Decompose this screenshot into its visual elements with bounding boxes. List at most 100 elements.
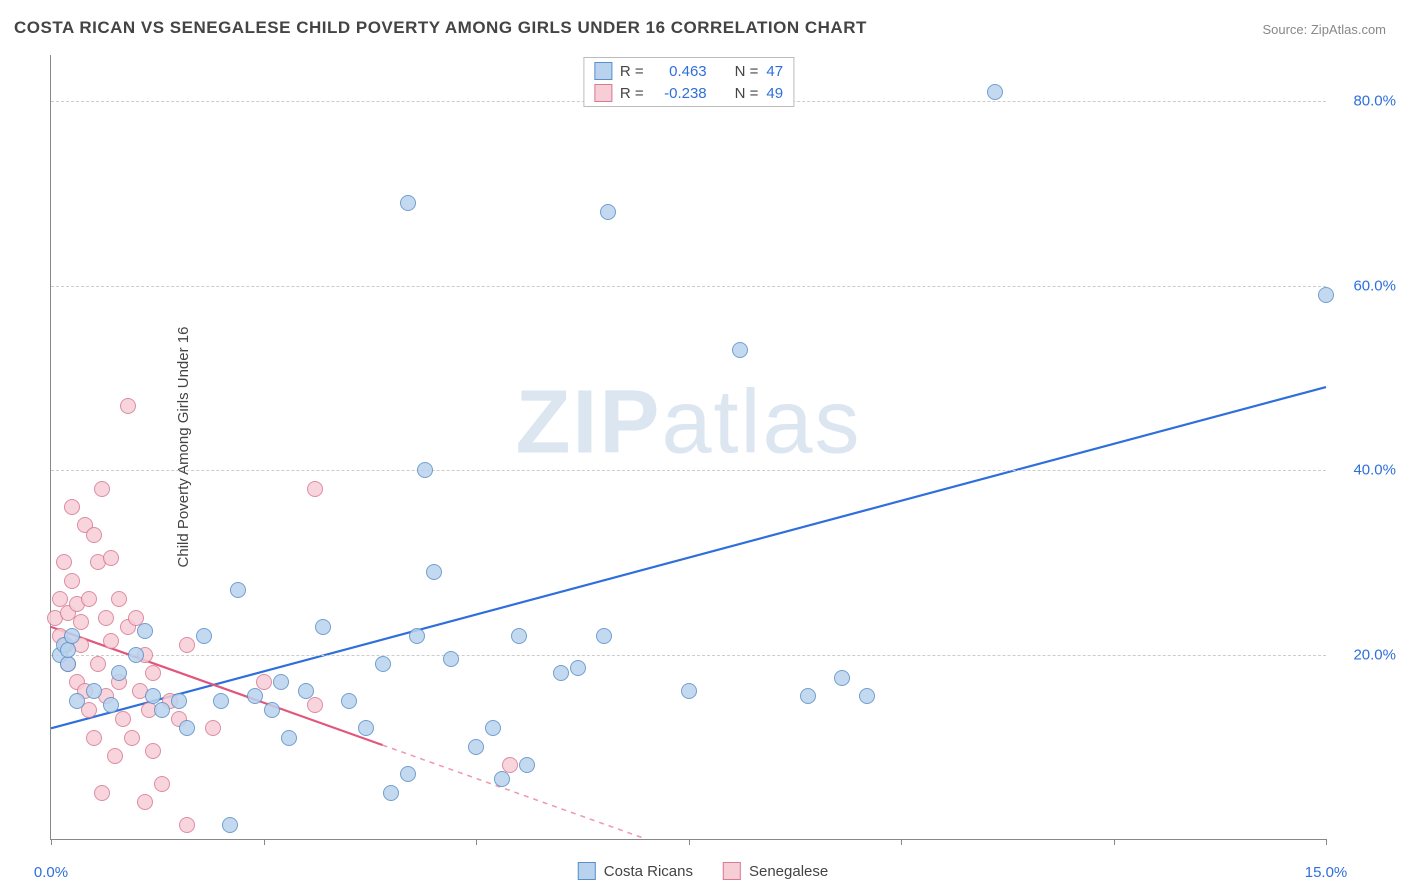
- scatter-point: [732, 342, 748, 358]
- scatter-point: [103, 550, 119, 566]
- scatter-point: [120, 398, 136, 414]
- scatter-point: [519, 757, 535, 773]
- legend-series-item: Senegalese: [723, 862, 828, 880]
- x-tick: [51, 839, 52, 845]
- x-tick: [264, 839, 265, 845]
- legend-row: R =-0.238N =49: [584, 82, 793, 104]
- legend-swatch: [594, 84, 612, 102]
- scatter-point: [205, 720, 221, 736]
- n-value: 47: [766, 63, 783, 80]
- scatter-point: [145, 665, 161, 681]
- scatter-point: [154, 702, 170, 718]
- scatter-point: [443, 651, 459, 667]
- scatter-point: [145, 743, 161, 759]
- gridline-h: [51, 470, 1326, 471]
- legend-swatch: [578, 862, 596, 880]
- scatter-point: [81, 591, 97, 607]
- scatter-point: [69, 693, 85, 709]
- scatter-point: [358, 720, 374, 736]
- legend-correlation: R =0.463N =47R =-0.238N =49: [583, 57, 794, 107]
- scatter-point: [987, 84, 1003, 100]
- scatter-point: [124, 730, 140, 746]
- scatter-point: [230, 582, 246, 598]
- scatter-point: [247, 688, 263, 704]
- scatter-point: [64, 628, 80, 644]
- x-tick: [476, 839, 477, 845]
- scatter-point: [222, 817, 238, 833]
- scatter-point: [60, 656, 76, 672]
- scatter-point: [179, 720, 195, 736]
- r-label: R =: [620, 85, 644, 102]
- scatter-point: [213, 693, 229, 709]
- scatter-point: [485, 720, 501, 736]
- scatter-point: [103, 633, 119, 649]
- scatter-point: [307, 481, 323, 497]
- scatter-point: [681, 683, 697, 699]
- scatter-point: [107, 748, 123, 764]
- scatter-point: [383, 785, 399, 801]
- legend-series-label: Costa Ricans: [604, 863, 693, 880]
- scatter-point: [273, 674, 289, 690]
- scatter-point: [834, 670, 850, 686]
- legend-bottom: Costa Ricans Senegalese: [578, 862, 828, 880]
- x-tick-label: 15.0%: [1305, 864, 1348, 881]
- scatter-point: [111, 665, 127, 681]
- scatter-point: [111, 591, 127, 607]
- legend-swatch: [723, 862, 741, 880]
- scatter-point: [86, 683, 102, 699]
- scatter-point: [375, 656, 391, 672]
- scatter-point: [154, 776, 170, 792]
- scatter-point: [400, 766, 416, 782]
- n-value: 49: [766, 85, 783, 102]
- scatter-point: [307, 697, 323, 713]
- scatter-point: [86, 730, 102, 746]
- scatter-point: [115, 711, 131, 727]
- scatter-point: [511, 628, 527, 644]
- scatter-point: [171, 693, 187, 709]
- legend-series-item: Costa Ricans: [578, 862, 693, 880]
- scatter-point: [94, 785, 110, 801]
- scatter-point: [800, 688, 816, 704]
- scatter-point: [98, 610, 114, 626]
- scatter-point: [400, 195, 416, 211]
- scatter-point: [60, 642, 76, 658]
- scatter-point: [281, 730, 297, 746]
- scatter-point: [494, 771, 510, 787]
- scatter-point: [596, 628, 612, 644]
- r-label: R =: [620, 63, 644, 80]
- x-tick: [1114, 839, 1115, 845]
- x-tick: [689, 839, 690, 845]
- legend-series-label: Senegalese: [749, 863, 828, 880]
- y-tick-label: 20.0%: [1336, 646, 1396, 663]
- x-tick: [901, 839, 902, 845]
- scatter-point: [137, 794, 153, 810]
- r-value: -0.238: [652, 85, 707, 102]
- scatter-point: [264, 702, 280, 718]
- scatter-point: [426, 564, 442, 580]
- scatter-point: [859, 688, 875, 704]
- scatter-point: [81, 702, 97, 718]
- x-tick-label: 0.0%: [34, 864, 68, 881]
- scatter-point: [341, 693, 357, 709]
- y-tick-label: 60.0%: [1336, 277, 1396, 294]
- scatter-point: [128, 647, 144, 663]
- n-label: N =: [735, 63, 759, 80]
- scatter-point: [86, 527, 102, 543]
- scatter-point: [553, 665, 569, 681]
- scatter-point: [179, 817, 195, 833]
- gridline-h: [51, 286, 1326, 287]
- scatter-point: [179, 637, 195, 653]
- scatter-point: [90, 656, 106, 672]
- scatter-point: [417, 462, 433, 478]
- scatter-point: [468, 739, 484, 755]
- y-tick-label: 80.0%: [1336, 93, 1396, 110]
- scatter-point: [137, 623, 153, 639]
- scatter-point: [570, 660, 586, 676]
- scatter-point: [56, 554, 72, 570]
- source-attribution: Source: ZipAtlas.com: [1262, 22, 1386, 37]
- r-value: 0.463: [652, 63, 707, 80]
- scatter-point: [94, 481, 110, 497]
- plot-svg: [51, 55, 1326, 839]
- scatter-point: [409, 628, 425, 644]
- scatter-point: [298, 683, 314, 699]
